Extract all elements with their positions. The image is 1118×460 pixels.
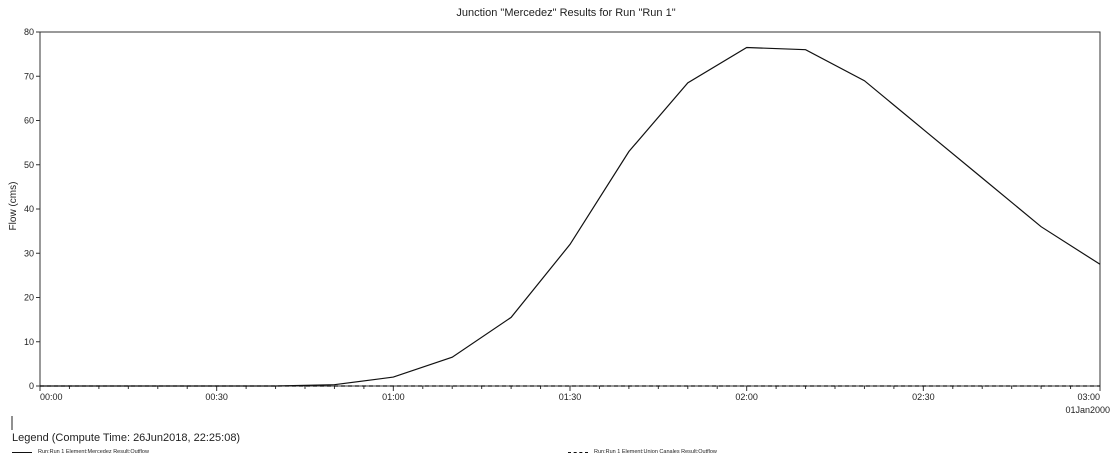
x-tick-label: 00:30 [205, 392, 228, 402]
legend-swatch-dashed [568, 451, 588, 453]
legend-entry-series-2: Run:Run 1 Element:Union Canales Result:O… [568, 449, 717, 455]
legend-title: Legend (Compute Time: 26Jun2018, 22:25:0… [12, 432, 241, 444]
y-tick-label: 30 [24, 248, 34, 258]
x-axis-ticks: 00:00 00:30 01:00 01:30 02:00 02:30 03:00 [39, 386, 1101, 402]
legend-entry-label: Run:Run 1 Element:Union Canales Result:O… [594, 449, 717, 455]
y-tick-label: 50 [24, 160, 34, 170]
x-tick-label: 02:00 [735, 392, 758, 402]
y-tick-label: 0 [29, 381, 34, 391]
x-tick-label: 01:30 [559, 392, 582, 402]
legend-swatch-solid [12, 451, 32, 453]
x-axis-date-label: 01Jan2000 [1065, 405, 1110, 415]
plot-area-frame [39, 31, 1101, 387]
series-line-1 [40, 46, 1101, 387]
chart-title: Junction "Mercedez" Results for Run "Run… [456, 7, 675, 19]
y-axis-label: Flow (cms) [8, 182, 19, 231]
y-tick-label: 20 [24, 293, 34, 303]
x-tick-label: 00:00 [40, 392, 63, 402]
y-tick-label: 60 [24, 116, 34, 126]
y-tick-label: 10 [24, 337, 34, 347]
y-tick-label: 80 [24, 27, 34, 37]
y-tick-label: 40 [24, 204, 34, 214]
legend-entry-label: Run:Run 1 Element:Mercedez Result:Outflo… [38, 449, 149, 455]
x-tick-label: 02:30 [912, 392, 935, 402]
legend-entry-series-1: Run:Run 1 Element:Mercedez Result:Outflo… [12, 449, 149, 455]
y-tick-label: 70 [24, 71, 34, 81]
y-axis-ticks: 0 10 20 30 40 50 60 70 80 [24, 27, 40, 391]
x-tick-label: 03:00 [1077, 392, 1100, 402]
series-layer [40, 46, 1101, 387]
x-tick-label: 01:00 [382, 392, 405, 402]
